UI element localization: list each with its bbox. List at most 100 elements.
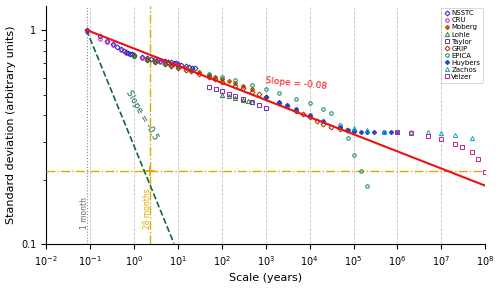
GRIP [240,87,246,90]
GRIP [175,66,181,70]
CRU [138,56,144,60]
Lohle [232,96,238,99]
EPICA [338,123,344,126]
GRIP [256,92,262,96]
Lohle [219,93,225,96]
Zachos [469,136,475,140]
NSSTC [152,58,158,61]
Huybers [388,130,394,134]
Taylor [232,94,238,97]
Line: EPICA: EPICA [132,54,368,187]
Taylor [256,103,262,107]
CRU [175,62,181,66]
Text: 1 month: 1 month [80,197,89,229]
Moberg [250,87,256,91]
GRIP [276,101,282,105]
CRU [104,41,110,44]
Taylor [240,97,246,101]
EPICA [320,107,326,111]
NSSTC [178,63,184,66]
GRIP [314,119,320,123]
Line: Moberg: Moberg [132,54,254,91]
CRU [118,48,124,51]
Veizer [425,134,431,138]
Zachos [350,126,356,129]
NSSTC [126,51,132,55]
GRIP [300,112,306,116]
Huybers [320,119,326,122]
CRU [152,59,158,62]
Moberg [144,58,150,61]
Huybers [262,95,268,99]
Huybers [338,126,344,129]
GRIP [152,60,158,64]
EPICA [262,87,268,90]
NSSTC [104,39,110,42]
GRIP [144,58,150,62]
GRIP [328,125,334,128]
Veizer [408,131,414,135]
Huybers [294,108,300,111]
Line: NSSTC: NSSTC [85,28,197,70]
Huybers [372,130,378,133]
EPICA [206,72,212,75]
NSSTC [162,60,168,63]
Y-axis label: Standard deviation (arbitrary units): Standard deviation (arbitrary units) [6,26,16,224]
Zachos [364,129,370,132]
CRU [165,61,171,64]
Lohle [226,95,232,98]
GRIP [182,68,188,72]
NSSTC [170,61,176,65]
Zachos [438,132,444,135]
Line: Lohle: Lohle [220,92,254,104]
Moberg [131,54,137,58]
EPICA [350,153,356,156]
Veizer [438,138,444,141]
GRIP [250,90,256,94]
Huybers [364,130,370,133]
Moberg [206,73,212,76]
GRIP [338,128,344,131]
CRU [110,44,116,47]
GRIP [212,77,218,81]
EPICA [276,91,282,95]
CRU [162,60,168,64]
NSSTC [84,28,89,32]
GRIP [162,62,168,66]
Moberg [196,70,202,74]
Zachos [452,134,458,137]
Moberg [152,60,158,63]
GRIP [196,72,202,75]
NSSTC [131,53,137,57]
GRIP [350,129,356,133]
X-axis label: Scale (years): Scale (years) [229,273,302,284]
Moberg [240,84,246,87]
Moberg [232,81,238,85]
EPICA [152,60,158,64]
EPICA [345,137,351,140]
NSSTC [110,42,116,46]
Huybers [358,130,364,133]
Veizer [482,170,488,173]
NSSTC [138,55,144,58]
EPICA [162,62,168,66]
Lohle [250,101,256,104]
Huybers [284,103,290,107]
Line: Taylor: Taylor [207,86,268,110]
CRU [170,62,176,65]
Taylor [250,101,256,104]
GRIP [284,105,290,108]
CRU [123,51,129,54]
CRU [158,60,164,63]
Huybers [306,113,312,117]
Moberg [162,62,168,65]
NSSTC [165,60,171,64]
EPICA [306,101,312,105]
CRU [131,54,137,58]
Veizer [476,158,482,161]
GRIP [232,84,238,88]
GRIP [294,109,300,112]
CRU [144,58,150,61]
NSSTC [120,49,126,53]
GRIP [320,122,326,125]
